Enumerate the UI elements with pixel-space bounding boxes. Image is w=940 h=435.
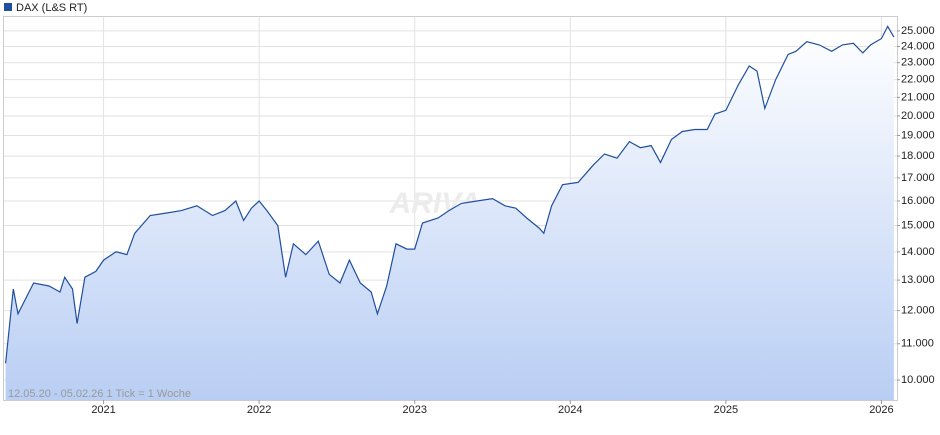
y-tick-label: 13.000 xyxy=(901,274,935,286)
y-tick-label: 23.000 xyxy=(901,57,935,69)
area-fill xyxy=(5,26,894,401)
legend-swatch xyxy=(4,3,12,11)
y-tick-label: 19.000 xyxy=(901,129,935,141)
x-tick-label: 2025 xyxy=(714,404,738,416)
x-tick-label: 2021 xyxy=(91,404,115,416)
y-tick-label: 10.000 xyxy=(901,374,935,386)
y-tick-label: 12.000 xyxy=(901,304,935,316)
y-tick-label: 24.000 xyxy=(901,40,935,52)
y-tick-label: 22.000 xyxy=(901,74,935,86)
y-tick-label: 14.000 xyxy=(901,246,935,258)
x-tick-label: 2023 xyxy=(402,404,426,416)
y-tick-label: 17.000 xyxy=(901,172,935,184)
legend-label: DAX (L&S RT) xyxy=(16,2,87,14)
y-tick-label: 15.000 xyxy=(901,219,935,231)
y-tick-label: 16.000 xyxy=(901,195,935,207)
x-tick-label: 2024 xyxy=(558,404,582,416)
plot-frame xyxy=(3,16,898,401)
x-tick-label: 2022 xyxy=(247,404,271,416)
y-tick-label: 21.000 xyxy=(901,91,935,103)
y-tick-label: 11.000 xyxy=(901,338,934,350)
y-tick-label: 25.000 xyxy=(901,25,935,37)
y-tick-label: 18.000 xyxy=(901,150,935,162)
footnote: 12.05.20 - 05.02.26 1 Tick = 1 Woche xyxy=(8,388,191,400)
x-tick-label: 2026 xyxy=(869,404,893,416)
price-line xyxy=(5,25,895,364)
y-tick-label: 20.000 xyxy=(901,110,935,122)
